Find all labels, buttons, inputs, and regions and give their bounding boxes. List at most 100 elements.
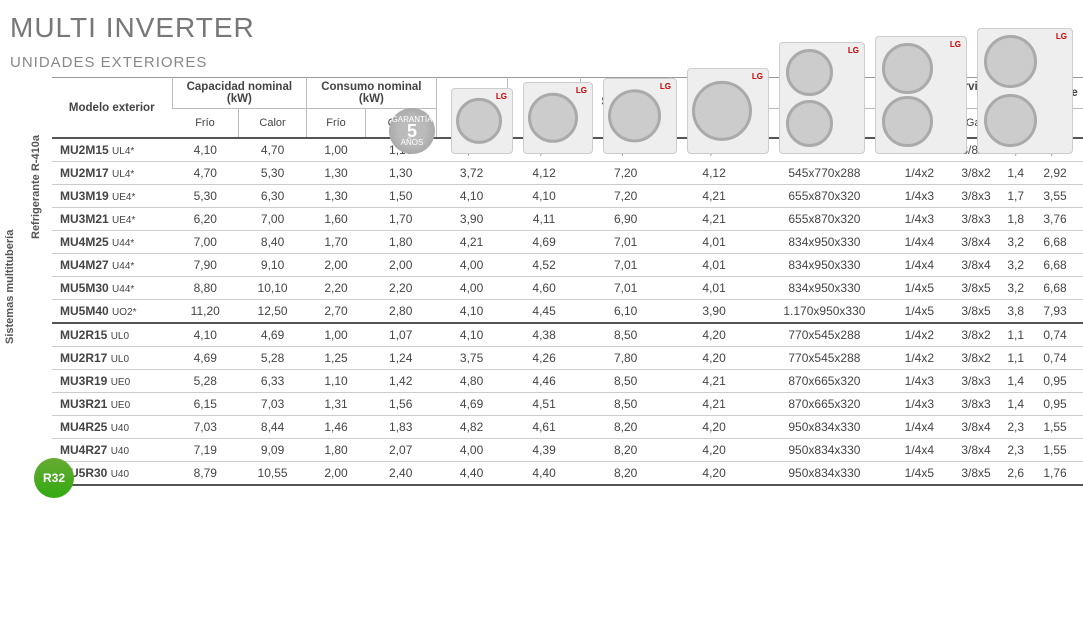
cell-cc: 10,10 bbox=[238, 277, 306, 300]
cell-pf: 1,46 bbox=[307, 416, 366, 439]
cell-pf: 1,80 bbox=[307, 439, 366, 462]
cell-pc: 2,80 bbox=[365, 300, 436, 324]
cell-cop: 4,10 bbox=[507, 185, 581, 208]
cell-dim: 834x950x330 bbox=[758, 277, 891, 300]
cell-eer: 4,80 bbox=[436, 370, 507, 393]
cell-dim: 655x870x320 bbox=[758, 208, 891, 231]
cell-kg: 2,3 bbox=[1004, 439, 1027, 462]
cell-eer: 4,10 bbox=[436, 300, 507, 324]
cell-liq: 1/4x3 bbox=[891, 370, 948, 393]
cell-tco2: 6,68 bbox=[1027, 254, 1083, 277]
cell-pf: 1,31 bbox=[307, 393, 366, 416]
cell-gas: 3/8x2 bbox=[948, 162, 1005, 185]
lg-logo: LG bbox=[948, 39, 963, 50]
cell-model: MU2M15 UL4* bbox=[52, 138, 172, 162]
cell-pc: 2,00 bbox=[365, 254, 436, 277]
cell-eer: 4,10 bbox=[436, 185, 507, 208]
cell-cf: 4,10 bbox=[172, 138, 238, 162]
cell-dim: 870x665x320 bbox=[758, 370, 891, 393]
table-row: MU2R17 UL04,695,281,251,243,754,267,804,… bbox=[52, 347, 1083, 370]
cell-cf: 7,90 bbox=[172, 254, 238, 277]
cell-model: MU3R21 UE0 bbox=[52, 393, 172, 416]
unit-images-row: GARANTÍA 5 AÑOS LGLGLGLGLGLGLG bbox=[389, 28, 1073, 154]
cell-gas: 3/8x3 bbox=[948, 393, 1005, 416]
cell-cc: 12,50 bbox=[238, 300, 306, 324]
cell-scop: 4,21 bbox=[670, 370, 757, 393]
cell-pf: 1,00 bbox=[307, 138, 366, 162]
cell-gas: 3/8x4 bbox=[948, 254, 1005, 277]
cell-pf: 2,00 bbox=[307, 462, 366, 486]
cell-liq: 1/4x2 bbox=[891, 347, 948, 370]
cell-kg: 2,6 bbox=[1004, 462, 1027, 486]
cell-liq: 1/4x5 bbox=[891, 277, 948, 300]
cell-pc: 2,07 bbox=[365, 439, 436, 462]
lg-logo: LG bbox=[494, 91, 509, 102]
cell-cf: 4,69 bbox=[172, 347, 238, 370]
cell-cc: 8,40 bbox=[238, 231, 306, 254]
table-row: MU3R19 UE05,286,331,101,424,804,468,504,… bbox=[52, 370, 1083, 393]
cell-seer: 8,20 bbox=[581, 462, 670, 486]
cell-pf: 2,00 bbox=[307, 254, 366, 277]
cell-scop: 4,21 bbox=[670, 208, 757, 231]
cell-cc: 10,55 bbox=[238, 462, 306, 486]
cell-model: MU2R17 UL0 bbox=[52, 347, 172, 370]
cell-eer: 4,10 bbox=[436, 323, 507, 347]
cell-tco2: 6,68 bbox=[1027, 231, 1083, 254]
cell-eer: 4,21 bbox=[436, 231, 507, 254]
cell-model: MU2R15 UL0 bbox=[52, 323, 172, 347]
unit-image: LG bbox=[451, 88, 513, 154]
cell-kg: 3,2 bbox=[1004, 277, 1027, 300]
cell-pc: 1,83 bbox=[365, 416, 436, 439]
cell-gas: 3/8x5 bbox=[948, 300, 1005, 324]
vertical-label-systems: Sistemas multitubería bbox=[2, 77, 24, 497]
cell-cop: 4,45 bbox=[507, 300, 581, 324]
cell-model: MU4R25 U40 bbox=[52, 416, 172, 439]
cell-tco2: 0,95 bbox=[1027, 370, 1083, 393]
cell-liq: 1/4x4 bbox=[891, 416, 948, 439]
table-row: MU5R30 U408,7910,552,002,404,404,408,204… bbox=[52, 462, 1083, 486]
cell-gas: 3/8x4 bbox=[948, 439, 1005, 462]
cell-liq: 1/4x3 bbox=[891, 185, 948, 208]
cell-liq: 1/4x2 bbox=[891, 323, 948, 347]
cell-dim: 950x834x330 bbox=[758, 416, 891, 439]
cell-cop: 4,39 bbox=[507, 439, 581, 462]
cell-pf: 1,30 bbox=[307, 185, 366, 208]
cell-eer: 4,82 bbox=[436, 416, 507, 439]
cell-seer: 7,01 bbox=[581, 231, 670, 254]
cell-liq: 1/4x5 bbox=[891, 300, 948, 324]
cell-gas: 3/8x3 bbox=[948, 208, 1005, 231]
cell-seer: 7,80 bbox=[581, 347, 670, 370]
cell-tco2: 3,76 bbox=[1027, 208, 1083, 231]
cell-cop: 4,12 bbox=[507, 162, 581, 185]
cell-tco2: 1,76 bbox=[1027, 462, 1083, 486]
cell-tco2: 0,95 bbox=[1027, 393, 1083, 416]
cell-model: MU3M19 UE4* bbox=[52, 185, 172, 208]
cell-tco2: 2,92 bbox=[1027, 162, 1083, 185]
cell-cc: 7,00 bbox=[238, 208, 306, 231]
cell-scop: 4,20 bbox=[670, 347, 757, 370]
cell-seer: 7,20 bbox=[581, 162, 670, 185]
cell-gas: 3/8x2 bbox=[948, 347, 1005, 370]
cell-eer: 3,75 bbox=[436, 347, 507, 370]
cell-cf: 6,20 bbox=[172, 208, 238, 231]
cell-tco2: 1,55 bbox=[1027, 439, 1083, 462]
table-row: MU4R25 U407,038,441,461,834,824,618,204,… bbox=[52, 416, 1083, 439]
cell-model: MU3R19 UE0 bbox=[52, 370, 172, 393]
cell-cc: 4,70 bbox=[238, 138, 306, 162]
table-row: MU3R21 UE06,157,031,311,564,694,518,504,… bbox=[52, 393, 1083, 416]
cell-cc: 6,30 bbox=[238, 185, 306, 208]
cell-liq: 1/4x4 bbox=[891, 254, 948, 277]
cell-cc: 5,30 bbox=[238, 162, 306, 185]
cell-pc: 1,30 bbox=[365, 162, 436, 185]
cell-cf: 5,28 bbox=[172, 370, 238, 393]
cell-scop: 3,90 bbox=[670, 300, 757, 324]
cell-seer: 8,50 bbox=[581, 323, 670, 347]
cell-cop: 4,60 bbox=[507, 277, 581, 300]
cell-kg: 3,8 bbox=[1004, 300, 1027, 324]
cell-seer: 7,01 bbox=[581, 277, 670, 300]
cell-cf: 8,80 bbox=[172, 277, 238, 300]
cell-kg: 1,7 bbox=[1004, 185, 1027, 208]
cell-cf: 7,00 bbox=[172, 231, 238, 254]
cell-eer: 3,72 bbox=[436, 162, 507, 185]
cell-dim: 770x545x288 bbox=[758, 323, 891, 347]
